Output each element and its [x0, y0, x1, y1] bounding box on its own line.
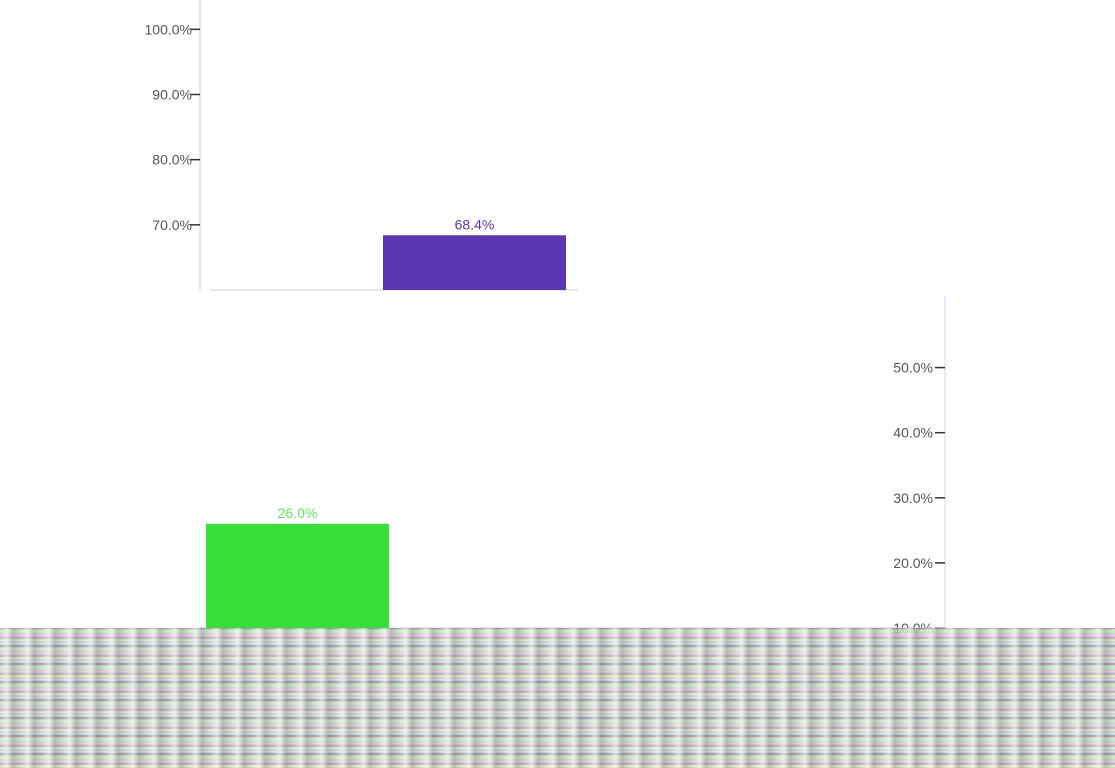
y-tick-label: 50.0%: [893, 360, 933, 376]
y-tick-label: 30.0%: [893, 490, 933, 506]
y-tick-label: 20.0%: [893, 555, 933, 571]
y-tick-label: 70.0%: [152, 217, 192, 233]
y-tick-label: 90.0%: [152, 86, 192, 102]
lower-chart: 10.0%20.0%30.0%40.0%50.0%26.0%: [200, 296, 946, 636]
upper-chart: 70.0% 80.0% 90.0% 100.0% 68.4%: [145, 0, 578, 291]
data-label: 68.4%: [455, 216, 495, 232]
bar: [206, 523, 389, 628]
y-tick-label: 40.0%: [893, 425, 933, 441]
bar: [383, 235, 566, 290]
data-label: 26.0%: [278, 505, 318, 521]
y-tick-label: 80.0%: [152, 152, 192, 168]
corrupted-render-strip: [0, 628, 1115, 768]
y-tick-label: 100.0%: [145, 21, 192, 37]
